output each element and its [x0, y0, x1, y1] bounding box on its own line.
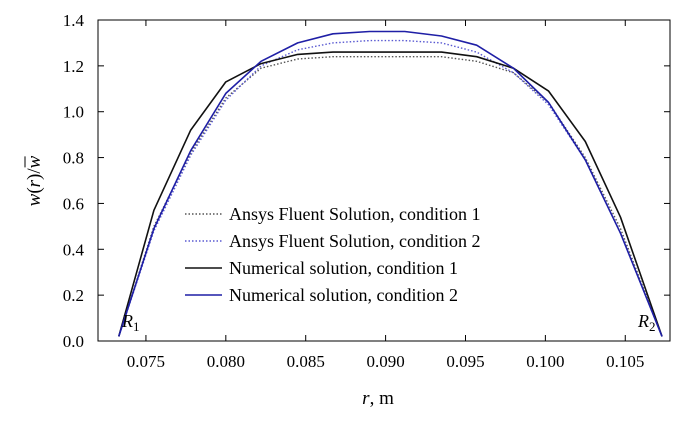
y-tick-label: 1.0 — [63, 103, 84, 122]
x-tick-label: 0.075 — [127, 352, 165, 371]
y-axis-ticks: 0.0 0.2 0.4 0.6 0.8 1.0 1.2 1.4 — [63, 11, 670, 351]
y-label-open: ( — [24, 187, 45, 193]
y-label-close: )/ — [24, 168, 45, 180]
x-axis-ticks: 0.075 0.080 0.085 0.090 0.095 0.100 0.105 — [127, 20, 644, 371]
legend-label-1: Ansys Fluent Solution, condition 2 — [229, 231, 481, 251]
x-tick-label: 0.095 — [446, 352, 484, 371]
legend-label-3: Numerical solution, condition 2 — [229, 285, 458, 305]
annotation-r1: R1 — [121, 311, 140, 334]
y-tick-label: 0.8 — [63, 149, 84, 168]
x-tick-label: 0.080 — [207, 352, 245, 371]
y-label-w: w — [24, 193, 45, 206]
x-tick-label: 0.105 — [606, 352, 644, 371]
y-tick-label: 1.4 — [63, 11, 85, 30]
series-line-3 — [118, 30, 663, 337]
legend-label-2: Numerical solution, condition 1 — [229, 258, 458, 278]
legend: Ansys Fluent Solution, condition 1 Ansys… — [185, 204, 481, 305]
series-layer — [118, 30, 663, 337]
x-tick-label: 0.085 — [287, 352, 325, 371]
y-tick-label: 0.2 — [63, 286, 84, 305]
x-label-var: r — [362, 388, 370, 409]
series-line-1 — [118, 39, 663, 337]
x-axis-label: r, m — [362, 388, 394, 409]
annotation-r1-base: R — [121, 311, 133, 331]
annotation-r2-sub: 2 — [649, 319, 656, 334]
series-line-2 — [118, 51, 663, 337]
y-tick-label: 0.0 — [63, 332, 84, 351]
y-axis-label: w(r)/w — [24, 155, 45, 206]
y-tick-label: 0.6 — [63, 194, 84, 213]
y-label-r: r — [24, 179, 45, 187]
x-label-unit: , m — [370, 388, 395, 409]
annotation-r1-sub: 1 — [133, 319, 140, 334]
plot-frame — [97, 19, 671, 342]
y-tick-label: 0.4 — [63, 240, 85, 259]
annotation-r2-base: R — [637, 311, 649, 331]
annotation-r2: R2 — [637, 311, 656, 334]
x-tick-label: 0.100 — [526, 352, 564, 371]
x-tick-label: 0.090 — [366, 352, 404, 371]
y-label-wbar: w — [24, 155, 45, 168]
legend-label-0: Ansys Fluent Solution, condition 1 — [229, 204, 481, 224]
y-tick-label: 1.2 — [63, 57, 84, 76]
